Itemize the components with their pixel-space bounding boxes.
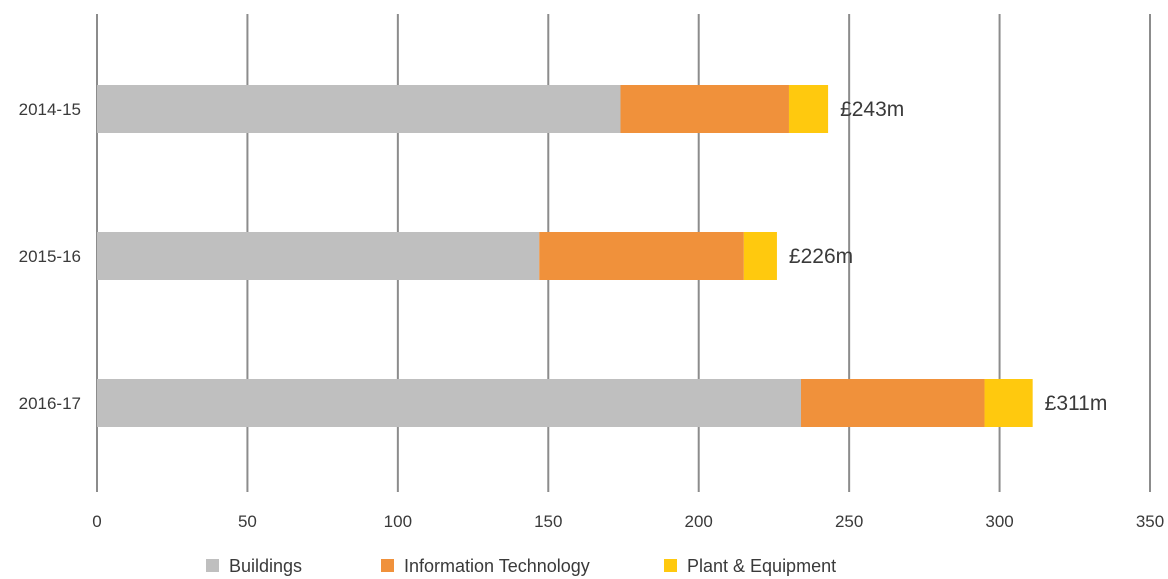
labels: 0 50 100 150 200 250 300 350 2014-15 £243m 2015-16… [19, 98, 1165, 531]
x-tick-label: 0 [92, 512, 101, 531]
bar-segment-information-technology-2015-16 [539, 232, 744, 280]
bar-segment-plant-equipment-2014-15 [788, 85, 829, 133]
bar-total-label: £226m [789, 245, 853, 268]
legend-label: Buildings [229, 556, 302, 576]
x-tick-label: 50 [238, 512, 257, 531]
bar-total-label: £311m [1045, 392, 1108, 415]
legend-swatch [664, 559, 677, 572]
x-tick-label: 350 [1136, 512, 1164, 531]
y-category-label: 2015-16 [19, 247, 81, 266]
y-category-label: 2016-17 [19, 394, 81, 413]
bar-segment-plant-equipment-2015-16 [743, 232, 777, 280]
bar-segment-buildings-2016-17 [97, 379, 802, 427]
x-tick-label: 150 [534, 512, 562, 531]
bar-segment-information-technology-2014-15 [620, 85, 789, 133]
legend-label: Information Technology [404, 556, 590, 576]
legend-label: Plant & Equipment [687, 556, 836, 576]
legend-swatch [381, 559, 394, 572]
x-tick-label: 250 [835, 512, 863, 531]
x-tick-label: 200 [685, 512, 713, 531]
bar-segment-buildings-2014-15 [97, 85, 621, 133]
legend-swatch [206, 559, 219, 572]
x-tick-label: 300 [985, 512, 1013, 531]
bar-total-label: £243m [840, 98, 904, 121]
bar-segment-plant-equipment-2016-17 [984, 379, 1033, 427]
bars [97, 85, 1033, 427]
x-tick-label: 100 [384, 512, 412, 531]
bar-segment-buildings-2015-16 [97, 232, 540, 280]
y-category-label: 2014-15 [19, 100, 81, 119]
bar-segment-information-technology-2016-17 [801, 379, 985, 427]
legend: Buildings Information Technology Plant & E… [206, 556, 836, 576]
